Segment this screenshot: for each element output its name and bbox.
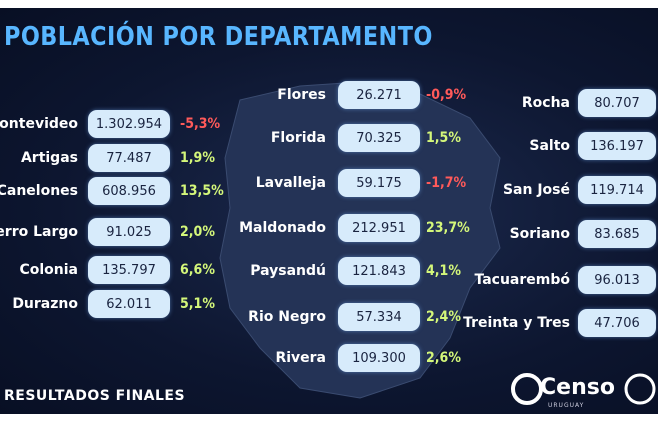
- population: 91.025: [88, 218, 170, 246]
- department-name: San José: [502, 182, 570, 198]
- population: 59.175: [338, 169, 420, 197]
- population: 608.956: [88, 177, 170, 205]
- department-name: Paysandú: [250, 263, 326, 279]
- population: 136.197: [578, 132, 656, 160]
- department-name: Rocha: [521, 95, 570, 111]
- department-name: Flores: [277, 87, 326, 103]
- change: 2,4%: [426, 309, 461, 325]
- logo-icon: [511, 373, 543, 405]
- change: 4,1%: [426, 263, 461, 279]
- change: -1,7%: [426, 175, 467, 191]
- department-name: Maldonado: [239, 220, 326, 236]
- population: 119.714: [578, 176, 656, 204]
- change: 1,9%: [180, 150, 215, 166]
- department-name: Treinta y Tres: [463, 315, 570, 331]
- population: 26.271: [338, 81, 420, 109]
- change: 2,0%: [180, 224, 215, 240]
- population: 109.300: [338, 344, 420, 372]
- department-name: Tacuarembó: [474, 272, 570, 288]
- department-name: Colonia: [19, 262, 78, 278]
- department-name: Salto: [529, 138, 570, 154]
- population: 77.487: [88, 144, 170, 172]
- logo-name: Censo: [540, 375, 615, 400]
- title: POBLACIÓN POR DEPARTAMENTO: [4, 22, 433, 52]
- department-name: Montevideo: [0, 116, 78, 132]
- population: 121.843: [338, 257, 420, 285]
- panel: POBLACIÓN POR DEPARTAMENTO RESULTADOS FI…: [0, 8, 658, 414]
- change: 1,5%: [426, 130, 461, 146]
- population: 47.706: [578, 309, 656, 337]
- department-name: Durazno: [12, 296, 78, 312]
- footer: RESULTADOS FINALES: [4, 388, 186, 404]
- population: 135.797: [88, 256, 170, 284]
- logo-subtitle: URUGUAY: [548, 402, 585, 409]
- department-name: Rio Negro: [248, 309, 326, 325]
- population: 80.707: [578, 89, 656, 117]
- change: -0,9%: [426, 87, 467, 103]
- population: 212.951: [338, 214, 420, 242]
- population: 70.325: [338, 124, 420, 152]
- department-name: Cerro Largo: [0, 224, 78, 240]
- department-name: Canelones: [0, 183, 78, 199]
- change: 23,7%: [426, 220, 470, 236]
- population: 83.685: [578, 220, 656, 248]
- change: 13,5%: [180, 183, 224, 199]
- logo-icon: [624, 373, 656, 405]
- population: 57.334: [338, 303, 420, 331]
- change: 5,1%: [180, 296, 215, 312]
- change: 2,6%: [426, 350, 461, 366]
- department-name: Lavalleja: [255, 175, 326, 191]
- department-name: Rivera: [275, 350, 326, 366]
- map: [219, 81, 656, 405]
- population: 1.302.954: [88, 110, 170, 138]
- department-name: Artigas: [20, 150, 78, 166]
- department-name: Soriano: [509, 226, 570, 242]
- population: 96.013: [578, 266, 656, 294]
- change: 6,6%: [180, 262, 215, 278]
- department-name: Florida: [270, 130, 326, 146]
- population: 62.011: [88, 290, 170, 318]
- change: -5,3%: [180, 116, 221, 132]
